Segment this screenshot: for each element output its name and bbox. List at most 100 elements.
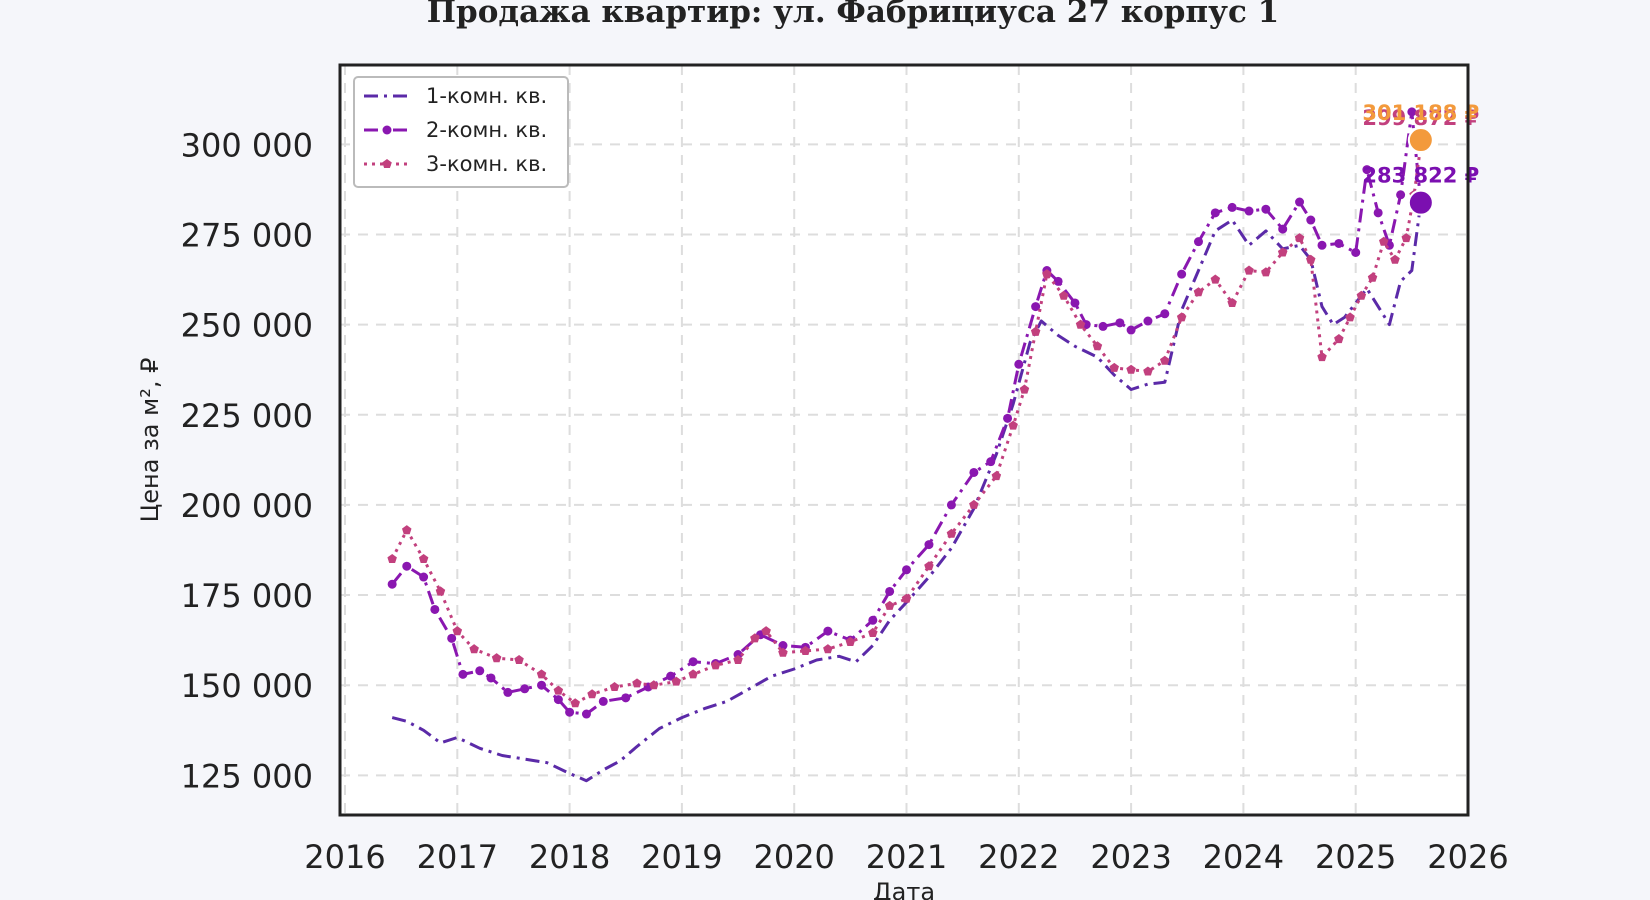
data-point — [632, 678, 642, 688]
data-point — [609, 682, 620, 691]
data-point — [1042, 269, 1052, 279]
y-tick-label: 125 000 — [181, 757, 313, 795]
data-point — [868, 615, 878, 625]
x-tick-label: 2018 — [529, 838, 610, 876]
data-point — [924, 540, 934, 550]
series-line — [391, 110, 1423, 716]
data-point — [1210, 208, 1220, 218]
data-point — [387, 554, 397, 563]
data-point — [1008, 420, 1018, 430]
data-point — [387, 579, 397, 589]
data-point — [402, 561, 412, 571]
data-point — [688, 657, 698, 667]
legend-marker — [382, 125, 392, 135]
data-point — [1098, 321, 1108, 331]
data-point — [565, 707, 575, 717]
data-point — [1031, 302, 1041, 312]
data-point — [581, 709, 591, 719]
data-point — [1306, 254, 1316, 264]
series-line — [391, 202, 1423, 783]
data-point — [845, 636, 856, 646]
y-tick-label: 225 000 — [181, 397, 313, 435]
series-1 — [391, 202, 1423, 783]
y-tick-label: 175 000 — [181, 577, 313, 615]
data-point — [1244, 265, 1254, 275]
data-point — [621, 693, 631, 703]
data-point — [1126, 325, 1136, 335]
data-point — [902, 565, 911, 575]
data-point — [1160, 355, 1170, 365]
y-tick-label: 250 000 — [181, 307, 313, 345]
data-point — [1373, 208, 1383, 218]
data-point — [1059, 290, 1069, 300]
value-annotation: 301 188 ₽ — [1362, 101, 1479, 125]
data-point — [969, 499, 979, 509]
data-point — [1092, 341, 1103, 351]
legend-item: 1-комн. кв. — [364, 84, 547, 108]
y-axis-label: Цена за м², ₽ — [136, 358, 164, 523]
data-point — [1003, 413, 1013, 423]
x-tick-label: 2023 — [1090, 838, 1171, 876]
data-point — [537, 680, 547, 690]
data-point — [1261, 204, 1271, 214]
data-point — [536, 669, 547, 679]
data-point — [924, 561, 934, 571]
legend: 1-комн. кв. 2-комн. кв. 3-комн. кв. — [353, 76, 569, 188]
data-point — [469, 644, 479, 654]
legend-item: 2-комн. кв. — [364, 118, 547, 142]
legend-label: 3-комн. кв. — [426, 152, 547, 176]
data-point — [486, 673, 496, 683]
value-annotation: 299 872 ₽ — [1362, 106, 1479, 130]
data-point — [1014, 359, 1024, 369]
data-point — [778, 647, 788, 657]
data-point — [710, 660, 721, 670]
data-point — [1379, 236, 1389, 246]
data-point — [418, 554, 429, 563]
data-point — [1227, 298, 1237, 307]
data-point — [885, 586, 895, 596]
data-point — [1356, 290, 1367, 300]
data-point — [946, 528, 957, 538]
data-point — [1407, 107, 1417, 117]
y-tick-label: 200 000 — [181, 487, 313, 525]
data-point — [1109, 362, 1119, 372]
data-point — [598, 696, 608, 706]
data-point — [587, 689, 597, 699]
x-tick-label: 2020 — [753, 838, 834, 876]
chart-title: Продажа квартир: ул. Фабрициуса 27 корпу… — [427, 0, 1279, 30]
y-tick-label: 300 000 — [181, 126, 313, 164]
data-point — [1053, 276, 1063, 286]
data-point — [553, 695, 563, 705]
data-point — [761, 626, 771, 636]
y-axis-ticks: 125 000 150 000 175 000 200 000 225 000 250 0… — [181, 126, 313, 795]
data-point — [1396, 190, 1406, 200]
data-point — [1075, 319, 1086, 329]
data-point — [1244, 206, 1254, 216]
data-point — [1362, 165, 1372, 175]
data-point — [1334, 238, 1344, 248]
series-2 — [387, 107, 1426, 719]
data-point — [1294, 233, 1305, 243]
data-point — [1277, 247, 1288, 257]
highlight-point — [1407, 127, 1434, 154]
data-point — [491, 653, 502, 663]
x-tick-label: 2021 — [866, 838, 947, 876]
data-point — [688, 669, 698, 679]
data-point — [884, 600, 895, 610]
data-point — [1126, 364, 1136, 374]
value-annotation: 283 822 ₽ — [1362, 164, 1479, 188]
data-point — [1306, 215, 1316, 225]
highlight-point — [1407, 189, 1434, 216]
data-point — [823, 626, 833, 636]
data-point — [823, 644, 833, 654]
data-point — [1160, 309, 1170, 319]
data-point — [1334, 334, 1344, 344]
data-point — [1193, 237, 1203, 247]
data-point — [1367, 272, 1378, 282]
x-tick-label: 2026 — [1427, 838, 1508, 876]
x-tick-label: 2016 — [304, 838, 385, 876]
data-point — [1295, 197, 1305, 207]
legend-box — [353, 76, 569, 188]
data-point — [1176, 312, 1187, 322]
y-tick-label: 150 000 — [181, 667, 313, 705]
